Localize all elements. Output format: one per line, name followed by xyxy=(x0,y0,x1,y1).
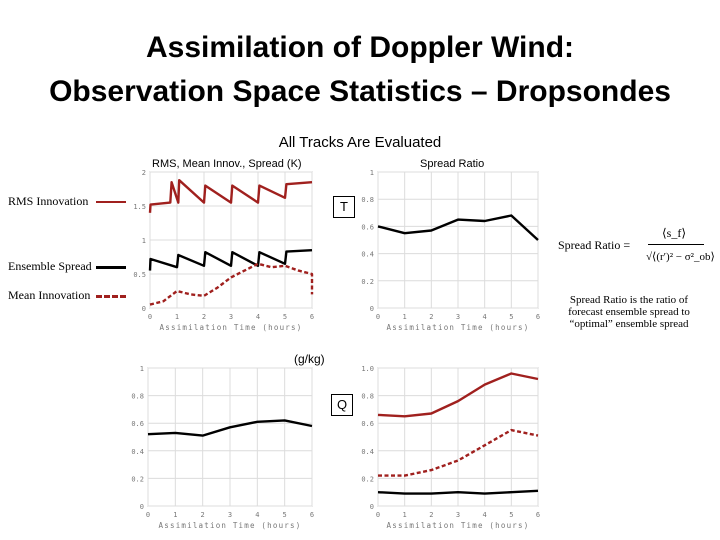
q-stats-x-axis-label: Assimilation Time (hours) xyxy=(387,521,530,530)
t-stats-x-tick-label: 2 xyxy=(202,313,206,321)
t-ratio-y-tick-label: 0 xyxy=(370,305,374,313)
t-stats-series-spread xyxy=(148,249,313,271)
formula-label: Spread Ratio = xyxy=(558,238,631,252)
spread-ratio-note: Spread Ratio is the ratio of forecast en… xyxy=(568,294,690,330)
q-stats-series-mean xyxy=(378,428,539,477)
q-ratio-y-tick-label: 0.2 xyxy=(131,475,144,483)
variable-q-label: Q xyxy=(331,394,353,416)
t-ratio-x-tick-label: 5 xyxy=(509,313,513,321)
t-ratio-x-tick-label: 0 xyxy=(376,313,380,321)
t-stats-x-tick-label: 4 xyxy=(256,313,260,321)
t-ratio-y-tick-label: 0.8 xyxy=(361,196,374,204)
q-stats-y-tick-label: 0.2 xyxy=(361,475,374,483)
q-ratio-x-tick-label: 0 xyxy=(146,511,150,519)
t-stats-y-tick-label: 0 xyxy=(142,305,146,313)
t-stats-y-tick-label: 1.5 xyxy=(133,203,146,211)
t-ratio-y-tick-label: 0.6 xyxy=(361,223,374,231)
t-stats-x-tick-label: 1 xyxy=(175,313,179,321)
q-ratio-y-tick-label: 0.8 xyxy=(131,393,144,401)
q-ratio-x-tick-label: 5 xyxy=(283,511,287,519)
t-stats-x-axis-label: Assimilation Time (hours) xyxy=(160,323,303,332)
t-ratio-x-axis-label: Assimilation Time (hours) xyxy=(387,323,530,332)
q-ratio-x-tick-label: 1 xyxy=(173,511,177,519)
q-ratio-x-tick-label: 2 xyxy=(201,511,205,519)
q-stats-x-tick-label: 2 xyxy=(429,511,433,519)
q-stats-x-tick-label: 3 xyxy=(456,511,460,519)
formula-numerator: ⟨s_f⟩ xyxy=(662,226,687,240)
q-stats-x-tick-label: 1 xyxy=(403,511,407,519)
t-ratio-x-tick-label: 3 xyxy=(456,313,460,321)
q-stats-y-tick-label: 1.0 xyxy=(361,365,374,373)
q-ratio-y-tick-label: 0 xyxy=(140,503,144,511)
q-ratio-series-ratio xyxy=(147,419,313,437)
t-ratio-series-ratio xyxy=(377,214,539,241)
t-stats-x-tick-label: 0 xyxy=(148,313,152,321)
t-ratio-y-tick-label: 0.2 xyxy=(361,278,374,286)
t-stats-series-mean xyxy=(149,262,314,306)
q-ratio-y-tick-label: 0.6 xyxy=(131,420,144,428)
q-ratio-y-tick-label: 0.4 xyxy=(131,448,144,456)
t-ratio-x-tick-label: 6 xyxy=(536,313,540,321)
t-stats-y-tick-label: 1 xyxy=(142,237,146,245)
q-stats-y-tick-label: 0.8 xyxy=(361,393,374,401)
t-ratio-x-tick-label: 4 xyxy=(483,313,487,321)
q-stats-x-tick-label: 0 xyxy=(376,511,380,519)
formula-fraction-bar xyxy=(648,244,704,245)
q-stats-x-tick-label: 4 xyxy=(483,511,487,519)
subtitle: All Tracks Are Evaluated xyxy=(278,134,442,151)
q-stats-y-tick-label: 0.6 xyxy=(361,420,374,428)
legend-spread-swatch xyxy=(96,266,126,269)
q-stats-y-tick-label: 0.4 xyxy=(361,448,374,456)
legend-mean-label: Mean Innovation xyxy=(8,288,91,302)
left-panel-label: RMS, Mean Innov., Spread (K) xyxy=(152,158,302,170)
legend-rms-label: RMS Innovation xyxy=(8,194,89,208)
t-stats-x-tick-label: 5 xyxy=(283,313,287,321)
title-line-1: Assimilation of Doppler Wind: xyxy=(145,31,575,64)
right-panel-label: Spread Ratio xyxy=(420,158,485,170)
title-line-2: Observation Space Statistics – Dropsonde… xyxy=(49,75,671,108)
legend-rms-swatch xyxy=(96,201,126,203)
legend-spread-label: Ensemble Spread xyxy=(8,259,92,273)
t-ratio-y-tick-label: 1 xyxy=(370,169,374,177)
q-ratio-x-tick-label: 4 xyxy=(255,511,259,519)
q-ratio-x-tick-label: 3 xyxy=(228,511,232,519)
q-stats-x-tick-label: 5 xyxy=(509,511,513,519)
q-ratio-x-tick-label: 6 xyxy=(310,511,314,519)
t-ratio-x-tick-label: 2 xyxy=(429,313,433,321)
q-stats-series-rms xyxy=(377,372,539,418)
q-stats-y-tick-label: 0 xyxy=(370,503,374,511)
t-stats-series-rms xyxy=(148,178,313,213)
t-ratio-x-tick-label: 1 xyxy=(403,313,407,321)
t-stats-x-tick-label: 3 xyxy=(229,313,233,321)
q-ratio-y-tick-label: 1 xyxy=(140,365,144,373)
t-stats-y-tick-label: 0.5 xyxy=(133,271,146,279)
formula-denominator: √⟨(r′)² − σ²_ob⟩ xyxy=(646,251,715,263)
q-ratio-x-axis-label: Assimilation Time (hours) xyxy=(159,521,302,530)
t-stats-x-tick-label: 6 xyxy=(310,313,314,321)
q-stats-series-spread xyxy=(377,489,539,495)
q-stats-x-tick-label: 6 xyxy=(536,511,540,519)
q-unit-label: (g/kg) xyxy=(294,352,325,366)
legend-mean-swatch xyxy=(96,295,126,298)
variable-t-label: T xyxy=(333,196,355,218)
t-ratio-y-tick-label: 0.4 xyxy=(361,251,374,259)
t-stats-y-tick-label: 2 xyxy=(142,169,146,177)
